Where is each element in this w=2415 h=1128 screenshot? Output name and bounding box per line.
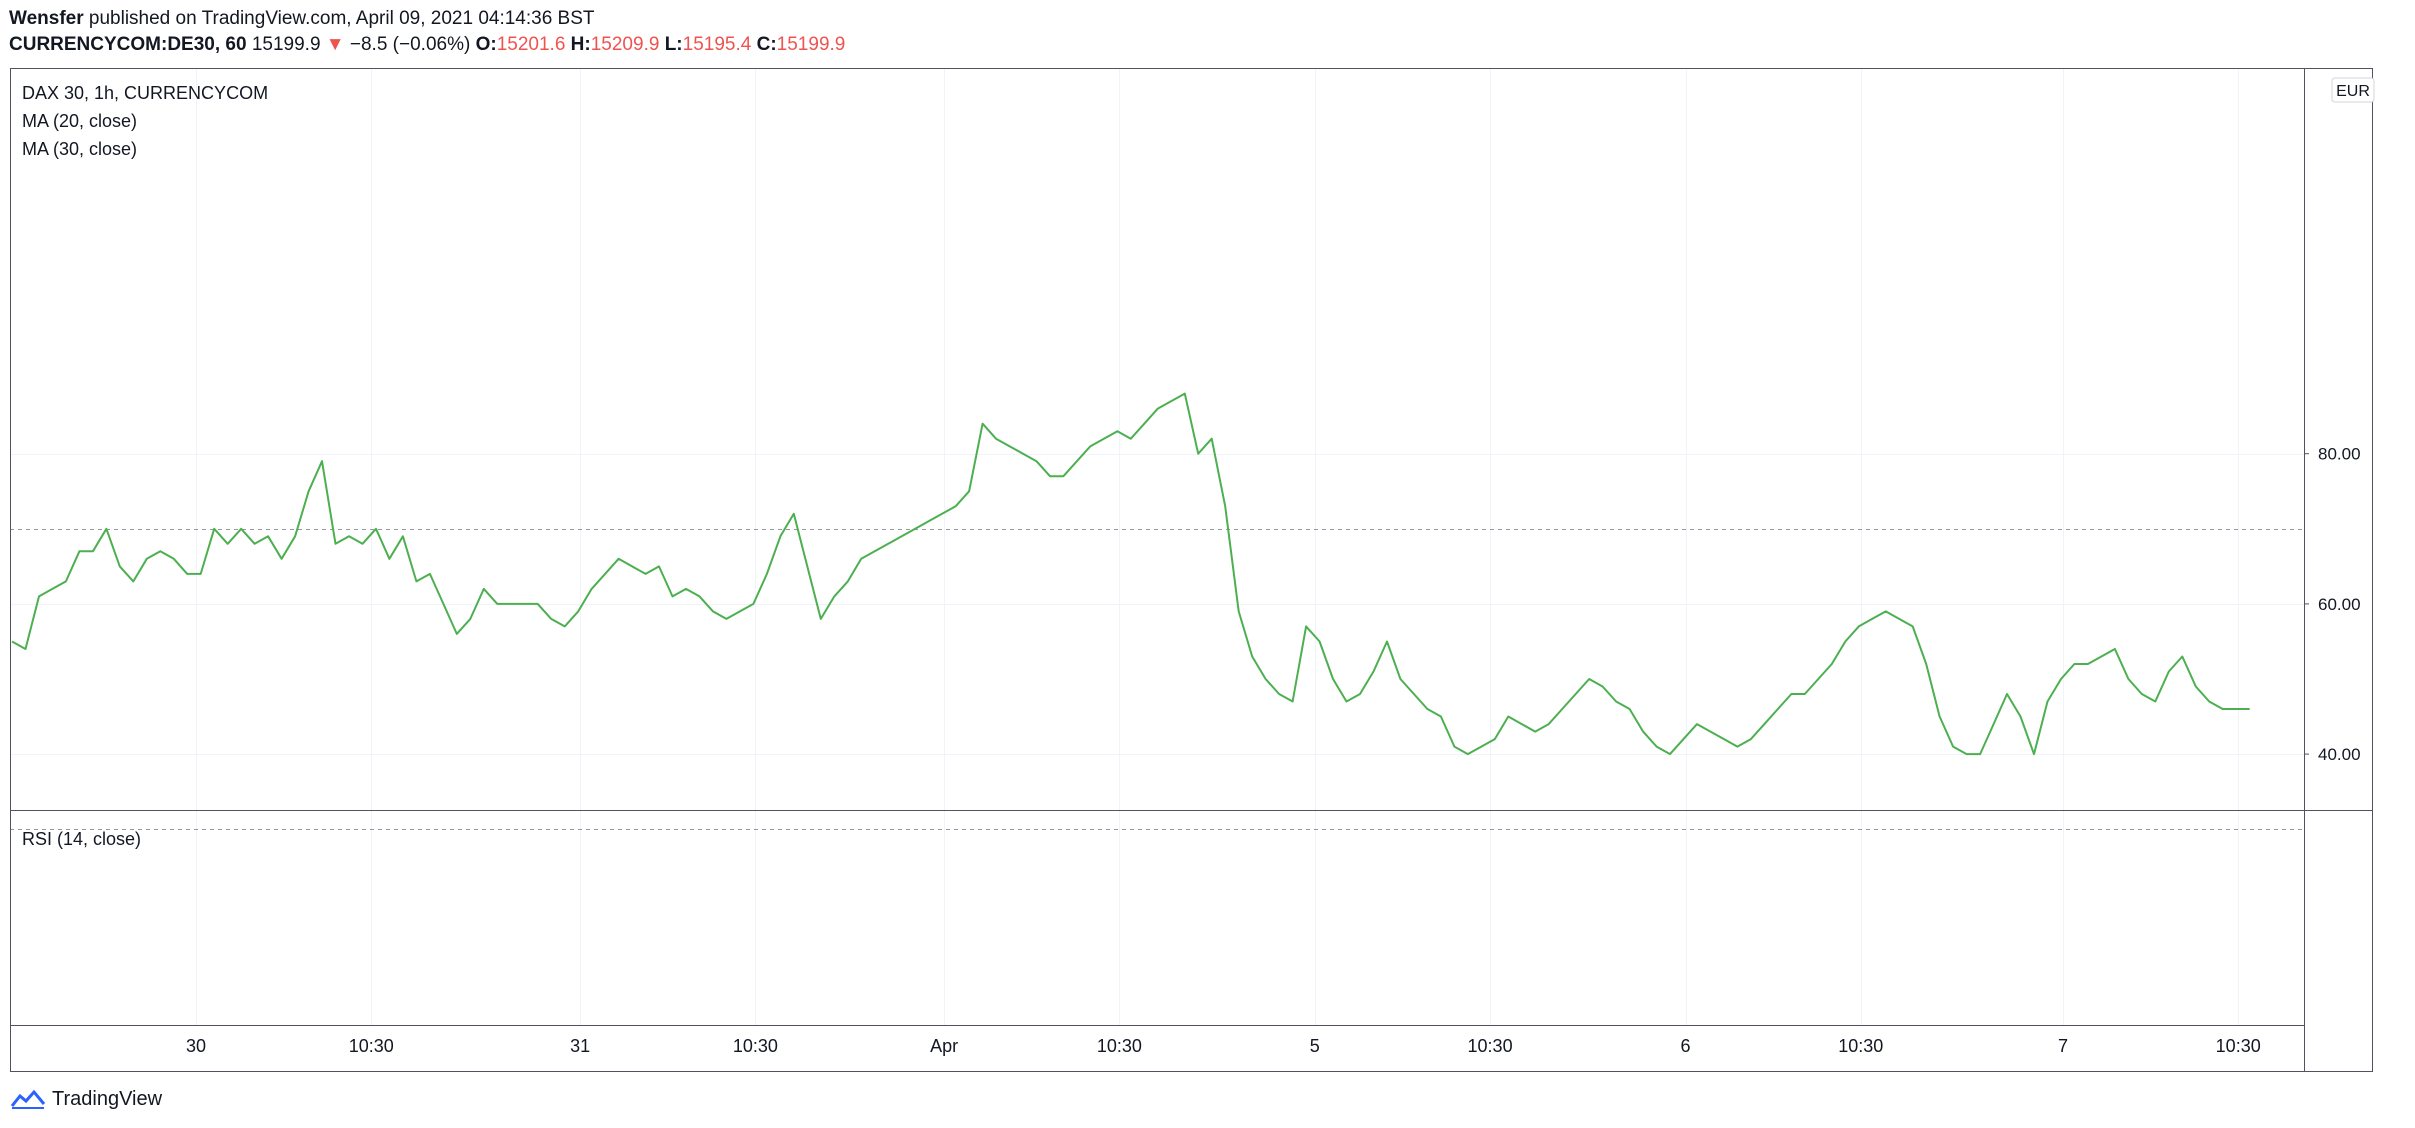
open-label: O: xyxy=(475,34,497,55)
time-tick-label: 10:30 xyxy=(349,1036,394,1056)
author-name[interactable]: Wensfer xyxy=(9,8,84,29)
price-change: −8.5 (−0.06%) xyxy=(349,34,471,55)
currency-badge: EUR xyxy=(2331,77,2375,103)
time-tick-label: 5 xyxy=(1310,1036,1320,1056)
price-axis[interactable]: 14750.014800.014850.014900.014950.015000… xyxy=(2304,0,2390,764)
currency-label: EUR xyxy=(2336,83,2370,100)
legend-ma30: MA (30, close) xyxy=(22,139,137,159)
symbol-label: CURRENCYCOM:DE30, 60 xyxy=(9,34,247,55)
down-arrow-icon: ▼ xyxy=(325,34,345,55)
time-axis[interactable]: 30 10:30 31 10:30 Apr 10:30 5 10:30 6 10:30 7 10:30… xyxy=(186,1036,2415,1056)
close-value: 15199.9 xyxy=(776,34,846,55)
outer-border xyxy=(10,68,2373,1072)
legend-title: DAX 30, 1h, CURRENCYCOM xyxy=(22,83,268,103)
footer-brand[interactable]: TradingView xyxy=(10,1085,162,1113)
time-tick-label: 10:30 xyxy=(1097,1036,1142,1056)
legend-rsi: RSI (14, close) xyxy=(22,829,141,849)
rsi-tick-label: 60.00 xyxy=(2318,595,2361,614)
rsi-line xyxy=(11,392,2250,756)
publish-line: Wensfer published on TradingView.com, Ap… xyxy=(9,6,845,32)
chart-grid xyxy=(10,68,2304,1025)
time-tick-label: 31 xyxy=(570,1036,590,1056)
time-tick-label: 10:30 xyxy=(733,1036,778,1056)
chart-frame xyxy=(10,68,2373,1072)
low-label: L: xyxy=(664,34,683,55)
last-price: 15199.9 xyxy=(251,34,321,55)
time-tick-label: 10:30 xyxy=(2216,1036,2261,1056)
symbol-line: CURRENCYCOM:DE30, 60 15199.9 ▼ −8.5 (−0.… xyxy=(9,32,845,58)
time-tick-label: 6 xyxy=(1681,1036,1691,1056)
chart-legend: DAX 30, 1h, CURRENCYCOM MA (20, close) M… xyxy=(22,83,268,849)
open-value: 15201.6 xyxy=(496,34,566,55)
rsi-tick-label: 80.00 xyxy=(2318,445,2361,464)
close-label: C: xyxy=(756,34,777,55)
time-tick-label: Apr xyxy=(930,1036,958,1056)
low-value: 15195.4 xyxy=(682,34,752,55)
time-tick-label: 10:30 xyxy=(1838,1036,1883,1056)
rsi-tick-label: 40.00 xyxy=(2318,745,2361,764)
high-label: H: xyxy=(570,34,591,55)
time-tick-label: 7 xyxy=(2058,1036,2068,1056)
published-text: published on TradingView.com, April 09, … xyxy=(88,8,595,29)
high-value: 15209.9 xyxy=(590,34,660,55)
time-tick-label: 10:30 xyxy=(1468,1036,1513,1056)
tradingview-logo-icon xyxy=(10,1089,46,1109)
rsi-layer xyxy=(11,392,2250,756)
chart-header: Wensfer published on TradingView.com, Ap… xyxy=(9,6,845,58)
brand-label: TradingView xyxy=(52,1087,163,1110)
time-tick-label: 30 xyxy=(186,1036,206,1056)
legend-ma20: MA (20, close) xyxy=(22,111,137,131)
